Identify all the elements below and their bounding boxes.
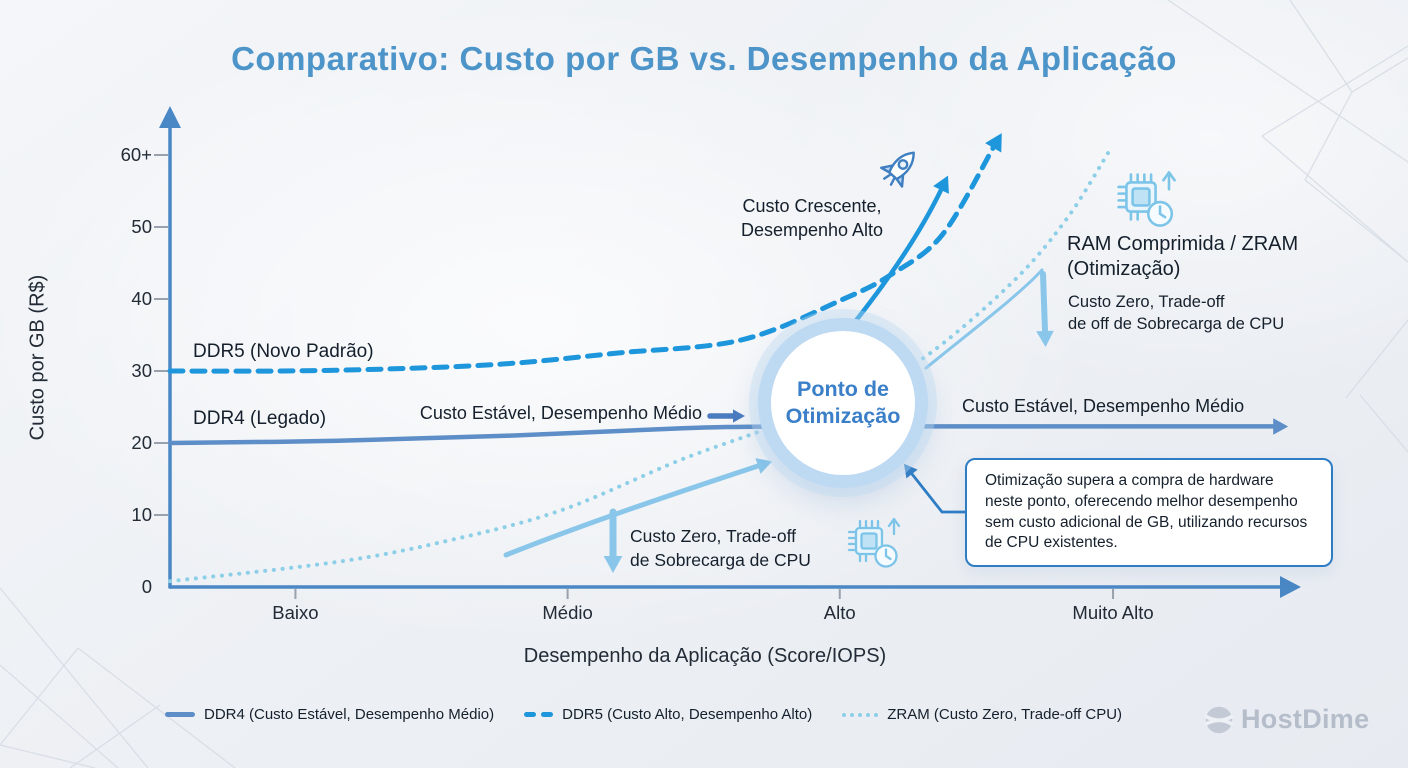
x-tick-label-alto: Alto [823,602,856,623]
optimization-point-line2: Otimização [785,404,901,428]
crescente-label-line1: Custo Crescente, [742,196,882,216]
arrowhead [1036,330,1054,347]
series-DDR5 (Novo Padrão) [167,145,996,374]
axes [154,106,1301,599]
hostdime-logo-icon [1204,706,1234,733]
series-DDR4 (Legado) [167,424,1276,446]
zram-down-arrow [1040,271,1048,334]
zram-subtitle-line1: Custo Zero, Trade-off [1068,293,1225,311]
legend: DDR4 (Custo Estável, Desempenho Médio) DD… [165,706,1122,723]
crescente-label-line2: Desempenho Alto [740,220,884,240]
legend-swatch-dotted [842,712,879,717]
y-axis-arrow [159,106,181,128]
zram-title-line2: (Otimização) [1067,258,1181,280]
y-tick-label-40: 40 [131,288,152,309]
legend-label: DDR4 (Custo Estável, Desempenho Médio) [204,706,495,723]
arrowhead [903,463,918,479]
callout-pointer-arrow [910,472,968,514]
optimization-point-line1: Ponto de [797,377,889,402]
arrowhead [985,133,1002,153]
y-tick-label-10: 10 [131,504,152,525]
optimization-point-text: Ponto de Otimização [786,376,901,430]
stable-label-right: Custo Estável, Desempenho Médio [962,396,1245,416]
x-axis-label: Desempenho da Aplicação (Score/IOPS) [523,645,887,667]
arrowhead [603,556,623,573]
y-tick-label-50: 50 [131,216,152,237]
optimization-point-badge: Ponto de Otimização [758,318,928,488]
chart-title: Comparativo: Custo por GB vs. Desempenho… [231,40,1177,77]
arrowhead [733,409,745,423]
zram-to-circle-arrow [503,463,761,558]
legend-item: DDR5 (Custo Alto, Desempenho Alto) [524,706,812,723]
tradeoff-label-line2: de Sobrecarga de CPU [630,550,811,570]
legend-item: ZRAM (Custo Zero, Trade-off CPU) [842,706,1122,723]
y-tick-label-20: 20 [131,432,152,453]
y-axis-label: Custo por GB (R$) [26,274,49,441]
y-tick-label-0: 0 [141,576,152,597]
ddr5-series-label: DDR5 (Novo Padrão) [193,341,374,362]
legend-label: DDR5 (Custo Alto, Desempenho Alto) [562,706,813,723]
legend-item: DDR4 (Custo Estável, Desempenho Médio) [165,706,494,723]
arrowhead [1273,418,1289,435]
series-ZRAM [168,150,1111,584]
x-axis-arrow [1280,576,1301,598]
hostdime-logo-text: HostDime [1241,704,1370,734]
legend-label: ZRAM (Custo Zero, Trade-off CPU) [887,706,1123,723]
arrowhead [933,175,949,194]
y-tick-label-60+: 60+ [120,144,152,165]
tradeoff-label-line1: Custo Zero, Trade-off [630,526,797,546]
hostdime-logo: HostDime [1204,704,1369,735]
zram-title-line1: RAM Comprimida / ZRAM [1067,233,1299,255]
callout-box: Otimização supera a compra de hardware n… [965,458,1333,568]
rocket-icon [880,151,915,188]
arrowhead [755,458,773,474]
cpu-clock-icon-top [1117,171,1176,227]
y-tick-label-30: 30 [131,360,152,381]
stable-label-left: Custo Estável, Desempenho Médio [419,403,702,423]
ddr4-series-label: DDR4 (Legado) [193,408,327,429]
zram-subtitle-line2: de off de Sobrecarga de CPU [1068,315,1285,333]
series-lines [167,133,1289,584]
zram-bounce-line [924,268,1044,370]
legend-swatch-solid [165,712,195,717]
legend-swatch-dashed [524,712,554,717]
x-tick-label-médio: Médio [542,602,593,623]
cpu-clock-icon-bottom [847,517,901,568]
x-tick-label-muito-alto: Muito Alto [1072,602,1154,623]
x-tick-label-baixo: Baixo [272,602,319,623]
